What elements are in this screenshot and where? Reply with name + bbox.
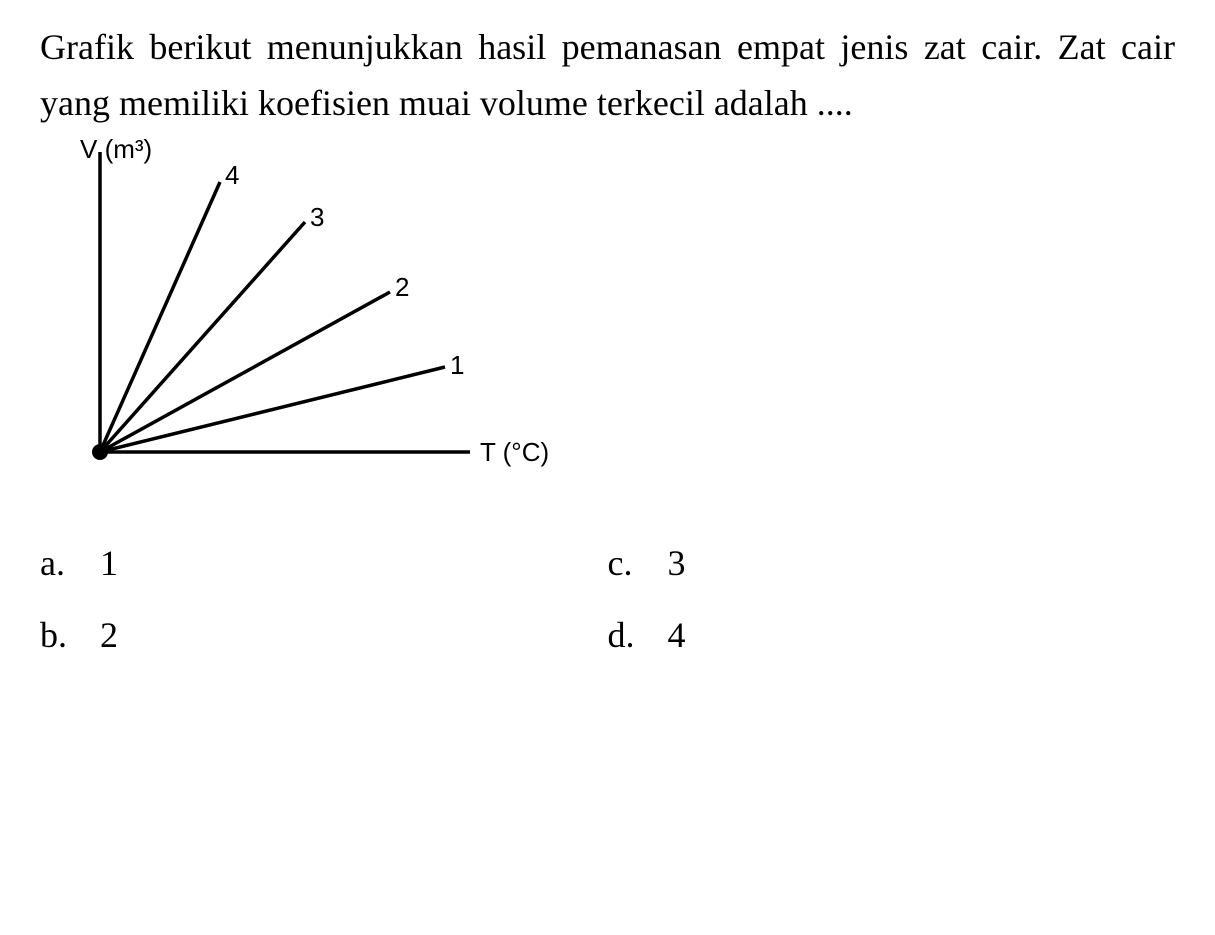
line-3 <box>100 222 305 452</box>
options-left-col: a. 1 b. 2 <box>40 542 608 686</box>
line-label-4: 4 <box>225 160 239 191</box>
line-label-3: 3 <box>310 202 324 233</box>
options: a. 1 b. 2 c. 3 d. 4 <box>40 542 1175 686</box>
option-b-value: 2 <box>100 614 608 656</box>
line-label-1: 1 <box>450 350 464 381</box>
y-axis-label: V (m³) <box>80 134 152 165</box>
option-c-value: 3 <box>668 542 1176 584</box>
option-d: d. 4 <box>608 614 1176 656</box>
option-a-letter: a. <box>40 542 100 584</box>
line-2 <box>100 292 390 452</box>
option-a-value: 1 <box>100 542 608 584</box>
option-d-letter: d. <box>608 614 668 656</box>
option-a: a. 1 <box>40 542 608 584</box>
option-c: c. 3 <box>608 542 1176 584</box>
option-b: b. 2 <box>40 614 608 656</box>
option-d-value: 4 <box>668 614 1176 656</box>
question-text: Grafik berikut menunjukkan hasil pemanas… <box>40 20 1175 132</box>
option-b-letter: b. <box>40 614 100 656</box>
line-4 <box>100 182 220 452</box>
option-c-letter: c. <box>608 542 668 584</box>
options-right-col: c. 3 d. 4 <box>608 542 1176 686</box>
line-label-2: 2 <box>395 272 409 303</box>
chart-svg <box>50 142 550 482</box>
line-1 <box>100 367 445 452</box>
chart: V (m³) 4 3 2 1 T (°C) <box>50 142 550 502</box>
x-axis-label: T (°C) <box>480 437 549 468</box>
